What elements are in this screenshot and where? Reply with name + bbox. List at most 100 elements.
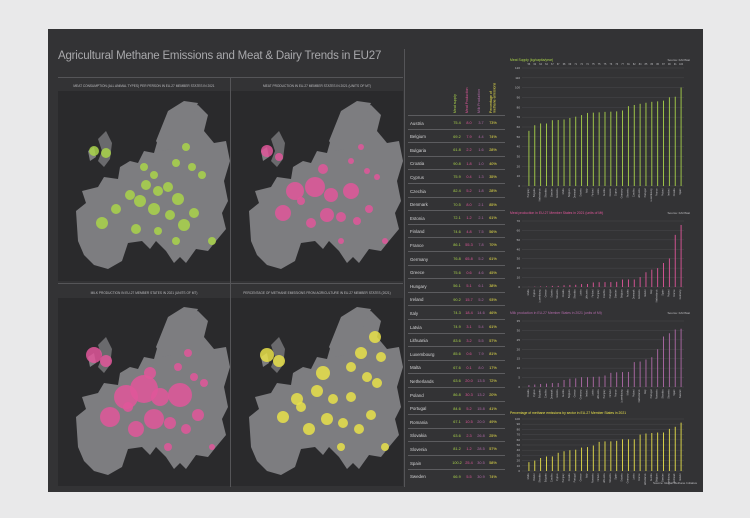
table-cell-value: 73% [489, 121, 497, 125]
x-tick-label: Bulgaria [539, 389, 542, 398]
data-label: 100 [679, 63, 684, 66]
y-tick-label: 80 [517, 105, 521, 109]
table-header-meat-production: Meat Production [465, 87, 469, 114]
x-tick-label: Belgium [621, 289, 624, 298]
y-tick-label: 0 [518, 469, 520, 473]
country-bubble [306, 218, 316, 228]
x-tick-label: Bulgaria [568, 289, 571, 298]
x-tick-label: Lithuania [585, 289, 588, 299]
table-cell-value: 70.5 [453, 202, 461, 207]
table-cell-value: 10.5 [465, 420, 473, 425]
data-label: 84 [639, 63, 642, 66]
country-bubble [128, 421, 144, 437]
table-cell-value: 20.0 [477, 420, 485, 425]
table-cell-value: 3.2 [466, 338, 472, 343]
chart-source: Source: Global Methane Initiative [653, 481, 698, 485]
table-cell-value: 20.0 [465, 379, 473, 384]
table-cell-value: 6.1 [478, 284, 484, 289]
table-cell-value: 5.2 [466, 406, 472, 411]
table-cell-value: 17% [489, 365, 497, 370]
x-tick-label: Austria [650, 473, 653, 481]
table-cell-value: 75.6 [453, 270, 461, 275]
chart-source: Source: FAOStat [667, 311, 690, 315]
x-tick-label: Denmark [574, 188, 577, 199]
table-cell-value: 74% [489, 474, 497, 479]
x-tick-label: Belgium [656, 473, 659, 482]
country-bubble [337, 443, 345, 451]
x-tick-label: Poland [662, 188, 665, 196]
europe-landmass [76, 105, 230, 269]
country-bubble [86, 347, 102, 363]
x-tick-label: Romania [591, 473, 594, 483]
table-cell-value: 4.4 [478, 134, 484, 139]
country-bubble [153, 186, 163, 196]
country-bubble [338, 238, 344, 244]
x-tick-label: Portugal [609, 289, 612, 298]
table-row: France 86.1 55.3 7.8 70% [408, 237, 505, 252]
y-tick-label: 40 [517, 448, 521, 452]
country-bubble [318, 164, 328, 174]
country-bubble [275, 205, 291, 221]
country-bubble [291, 393, 303, 405]
country-bubble [358, 144, 364, 150]
table-cell-value: 0.6 [466, 352, 472, 357]
table-cell-country: Belgium [410, 134, 426, 140]
y-tick-label: 20 [517, 164, 521, 168]
table-cell-value: 2.1 [478, 202, 484, 207]
x-tick-label: Italy [650, 289, 653, 294]
table-cell-value: 63.6 [453, 433, 461, 438]
data-label: 62 [533, 63, 536, 66]
europe-landmass [249, 105, 403, 269]
bar-chart-svg: 0 5 10 15 20 25 30 35 Croatia Cyprus Bulgaria Czech… [517, 319, 684, 403]
x-tick-label: Sweden [662, 473, 665, 482]
table-cell-country: Greece [410, 270, 425, 276]
table-cell-value: 30.5 [477, 461, 485, 465]
table-cell-value: 5.2 [478, 297, 484, 302]
x-tick-label: Hungary [603, 389, 606, 399]
table-cell-value: 5.2 [478, 257, 484, 261]
country-bubble [192, 409, 204, 421]
x-tick-label: Czechia [603, 289, 606, 298]
x-tick-label: Latvia [580, 289, 583, 296]
x-tick-label: Germany [580, 389, 583, 400]
x-tick-label: Sweden [615, 289, 618, 298]
map-meat-consumption [58, 91, 230, 281]
y-tick-label: 110 [515, 76, 520, 80]
table-cell-value: 0.6 [466, 270, 472, 275]
table-cell-value: 66.9 [453, 474, 461, 479]
country-bubble [101, 148, 111, 158]
table-cell-value: 61% [489, 325, 497, 329]
country-bubble [144, 367, 156, 379]
table-row: Belgium 69.2 7.9 4.4 74% [408, 128, 505, 144]
table-cell-value: 7.5 [478, 229, 484, 234]
table-cell-value: 100.2 [452, 461, 462, 465]
table-cell-value: 86.8 [453, 393, 461, 397]
y-tick-label: 50 [517, 135, 521, 139]
infographic-poster: Agricultural Methane Emissions and Meat … [48, 29, 703, 492]
y-tick-label: 0 [518, 385, 520, 389]
country-bubble [374, 174, 380, 180]
country-bubble [123, 402, 133, 412]
table-cell-value: 86.1 [453, 243, 461, 248]
country-bubble [321, 413, 333, 425]
table-cell-value: 13.2 [477, 393, 485, 397]
country-bubble [277, 411, 289, 423]
x-tick-label: Slovakia [544, 188, 547, 198]
country-bubble [303, 423, 315, 435]
map-svg [231, 298, 403, 486]
x-tick-label: Italy [585, 473, 588, 478]
bar-chart-svg: 0 10 20 30 40 50 60 70 Malta Cyprus Luxembourg Gree… [517, 219, 684, 303]
x-tick-label: Romania [638, 289, 641, 299]
table-cell-country: Denmark [410, 202, 428, 208]
x-tick-label: Denmark [673, 473, 676, 484]
table-row: Luxembourg 85.6 0.6 7.9 81% [408, 346, 505, 361]
y-tick-label: 5 [518, 376, 520, 380]
x-tick-label: Sweden [550, 188, 553, 197]
data-label: 86 [650, 63, 653, 66]
table-row: Greece 75.6 0.6 4.6 45% [408, 264, 505, 280]
x-tick-label: Portugal [650, 389, 653, 398]
table-cell-value: 81.2 [453, 447, 461, 452]
x-tick-label: Finland [597, 473, 600, 482]
x-tick-label: Cyprus [533, 289, 536, 297]
